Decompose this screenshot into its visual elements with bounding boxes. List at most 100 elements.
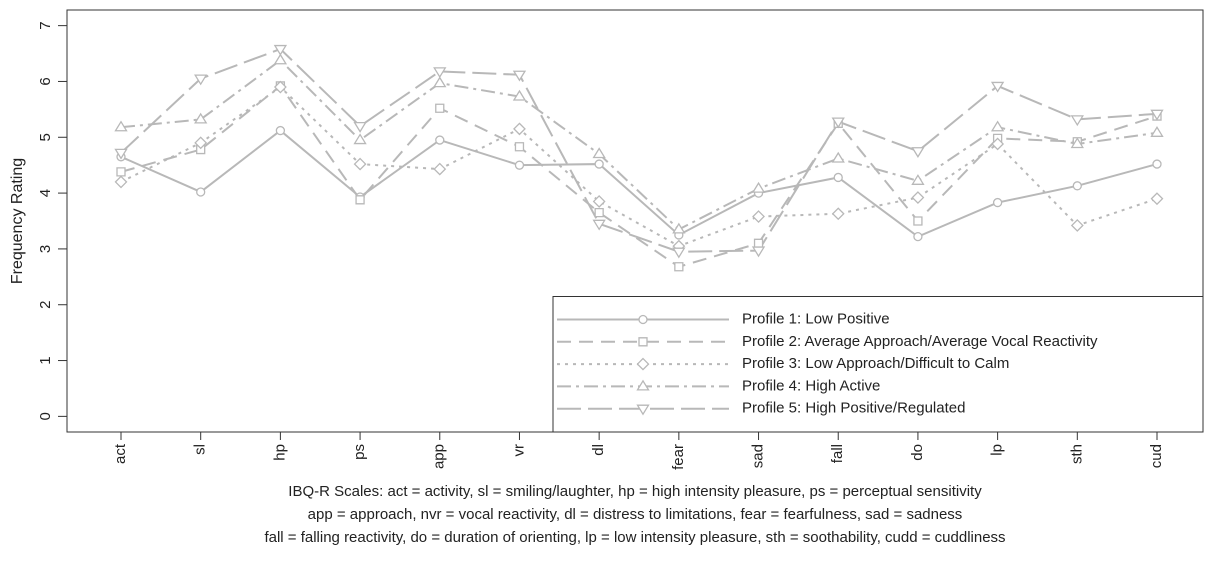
marker [114,175,128,189]
marker [433,67,447,79]
marker [638,337,648,347]
x-tick-label: cud [1148,444,1165,468]
marker [273,80,287,94]
marker [194,136,208,150]
legend-label: Profile 3: Low Approach/Difficult to Cal… [742,355,1009,372]
caption-line: app = approach, nvr = vocal reactivity, … [308,506,963,523]
marker [913,216,923,226]
marker [674,262,684,272]
marker [273,44,288,56]
y-tick-label: 6 [37,77,54,85]
y-tick-label: 2 [37,301,54,309]
caption-line: fall = falling reactivity, do = duration… [264,529,1005,546]
x-tick-label: sad [750,444,767,468]
x-tick-label: lp [989,444,1006,456]
caption-line: IBQ-R Scales: act = activity, sl = smili… [288,483,982,500]
marker [514,142,525,152]
marker [1070,137,1084,149]
marker [831,207,845,221]
x-tick-label: app [431,444,448,469]
x-tick-label: do [909,444,926,461]
y-tick-label: 1 [37,356,54,364]
legend-label: Profile 1: Low Positive [742,310,890,327]
marker [114,148,128,160]
marker [116,167,126,177]
y-tick-label: 3 [37,245,54,253]
y-axis-title: Frequency Rating [9,158,26,284]
marker [1072,181,1082,191]
marker [592,195,606,208]
legend-label: Profile 4: High Active [742,377,880,394]
marker [1150,192,1164,206]
marker [753,238,764,248]
marker [1150,109,1164,121]
marker [636,379,650,391]
y-tick-label: 7 [37,21,54,29]
marker [355,195,365,205]
marker [512,89,527,101]
marker [592,147,606,159]
series-line [120,84,1158,268]
series-line [120,85,1158,248]
marker [913,231,923,242]
marker [1150,126,1164,137]
y-tick-label: 0 [37,412,54,420]
y-tick-label: 5 [37,133,54,141]
marker [1070,115,1084,127]
marker [275,125,286,136]
marker [273,53,288,65]
marker [435,135,445,145]
x-tick-label: act [112,443,129,464]
marker [992,197,1003,208]
marker [512,70,527,82]
marker [353,133,367,145]
x-tick-label: sl [192,444,209,455]
marker [751,246,766,258]
marker [638,314,648,325]
marker [513,122,526,136]
marker [636,404,650,416]
marker [196,187,206,197]
marker [592,219,606,231]
marker [594,207,604,218]
x-tick-label: fear [670,444,687,470]
x-tick-label: hp [271,444,288,461]
y-tick-label: 4 [37,189,54,197]
marker [433,162,447,176]
x-tick-label: dl [590,444,607,456]
marker [990,81,1005,93]
x-tick-label: ps [351,444,368,460]
marker [114,120,128,132]
marker [911,147,925,158]
marker [833,172,843,183]
marker [353,121,367,133]
marker [990,120,1005,132]
series-line [120,47,1158,253]
marker [831,117,845,129]
series-line [120,129,1158,238]
marker [636,357,650,371]
marker [991,137,1005,151]
marker [1152,159,1162,169]
x-tick-label: fall [829,444,846,463]
marker [911,174,925,185]
marker [672,247,686,259]
marker [435,103,445,113]
marker [1070,219,1084,232]
marker [194,112,208,124]
legend-label: Profile 5: High Positive/Regulated [742,400,965,417]
marker [594,159,604,169]
marker [911,191,925,204]
x-tick-label: vr [510,444,527,457]
marker [831,151,845,163]
marker [672,222,686,234]
series-line [120,58,1158,231]
legend-label: Profile 2: Average Approach/Average Voca… [742,333,1098,350]
marker [353,157,367,171]
marker [751,181,766,193]
marker [752,210,765,223]
marker [433,76,447,88]
x-tick-label: sth [1068,444,1085,464]
